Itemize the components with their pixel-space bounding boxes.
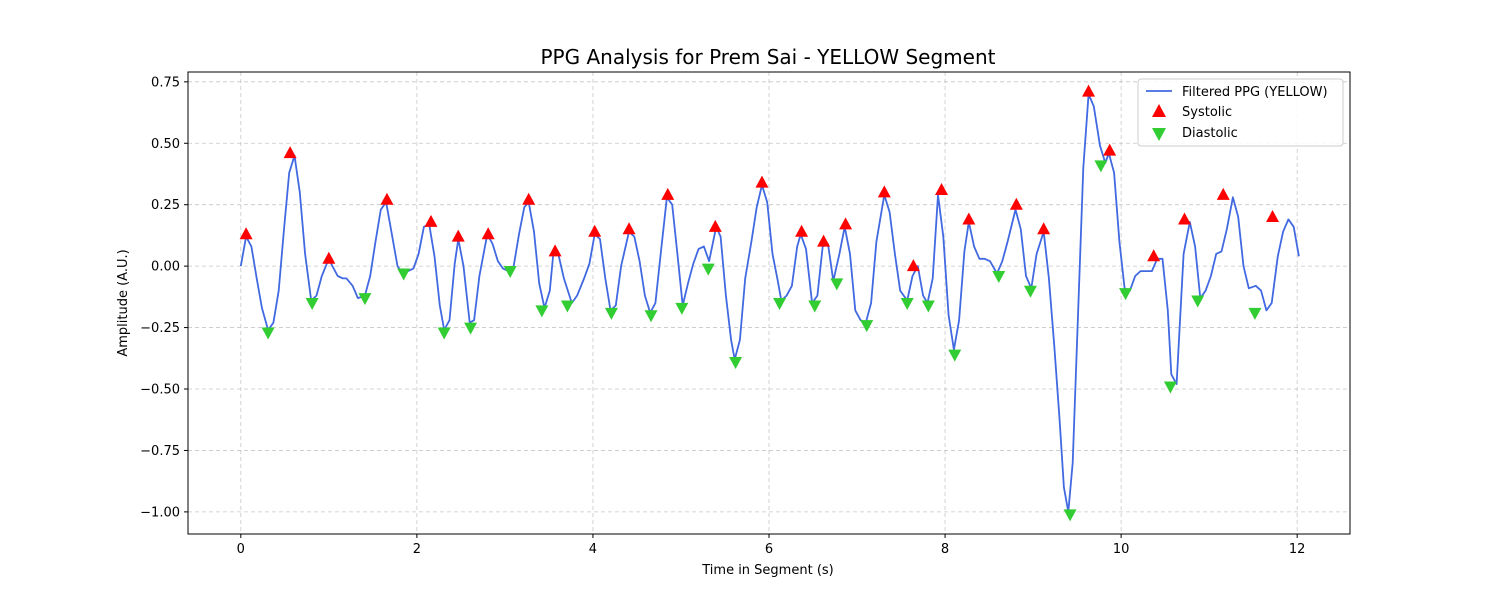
x-tick-label: 0 [237,542,245,557]
x-tick-label: 2 [413,542,421,557]
x-tick-label: 8 [941,542,949,557]
chart-title: PPG Analysis for Prem Sai - YELLOW Segme… [541,45,996,69]
y-axis-label: Amplitude (A.U.) [116,249,131,356]
y-tick-label: −1.00 [140,505,180,520]
x-axis-label: Time in Segment (s) [701,563,833,578]
x-tick-label: 4 [589,542,597,557]
legend-entry-systolic: Systolic [1182,105,1232,120]
x-tick-label: 6 [765,542,773,557]
x-tick-label: 12 [1289,542,1306,557]
y-tick-label: 0.50 [151,137,180,152]
y-tick-label: 0.75 [151,75,180,90]
legend-entry-diastolic: Diastolic [1182,126,1238,141]
y-tick-label: 0.00 [151,260,180,275]
y-tick-label: −0.50 [140,383,180,398]
legend: Filtered PPG (YELLOW) Systolic Diastolic [1138,79,1343,146]
y-tick-label: −0.75 [140,444,180,459]
x-tick-label: 10 [1113,542,1130,557]
y-tick-label: −0.25 [140,321,180,336]
legend-entry-ppg: Filtered PPG (YELLOW) [1182,85,1328,100]
y-tick-label: 0.25 [151,198,180,213]
